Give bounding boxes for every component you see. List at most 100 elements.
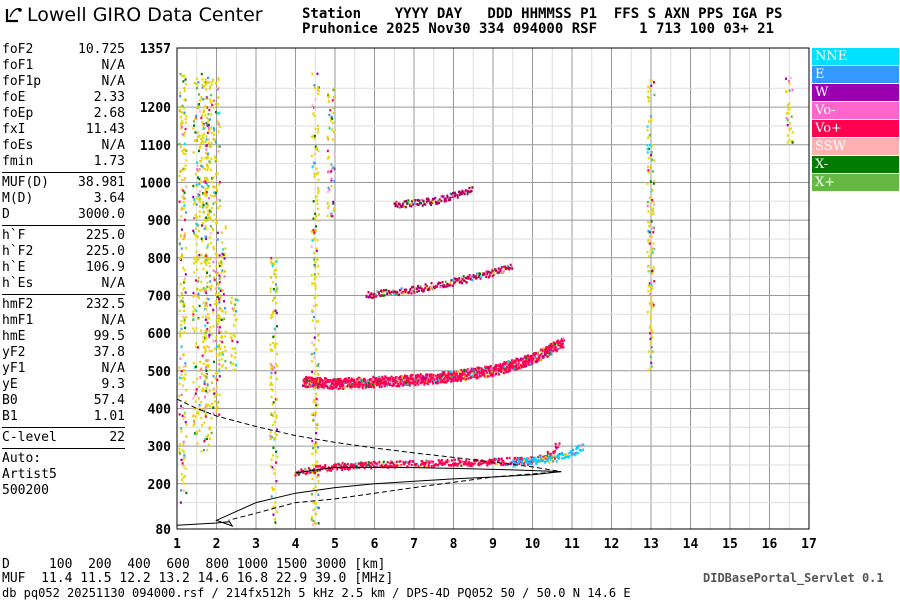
trace-point — [442, 380, 445, 383]
clutter-point — [202, 186, 205, 189]
trace-point — [381, 294, 384, 297]
clutter-point — [182, 107, 185, 110]
trace-point — [470, 462, 473, 465]
trace-point — [470, 376, 473, 380]
trace-point — [378, 375, 381, 379]
trace-point — [431, 201, 434, 205]
clutter-point — [274, 501, 277, 504]
clutter-point — [193, 200, 196, 204]
trace-point — [358, 381, 361, 384]
trace-point — [346, 467, 349, 471]
trace-point — [441, 281, 444, 284]
trace-point — [504, 364, 507, 367]
x-tick-label: 11 — [564, 537, 580, 552]
clutter-point — [275, 414, 278, 418]
trace-point — [536, 460, 539, 463]
clutter-point — [214, 141, 217, 144]
trace-point — [478, 463, 481, 466]
clutter-point — [215, 158, 218, 162]
trace-point — [500, 271, 503, 274]
clutter-point — [202, 127, 205, 130]
clutter-point — [315, 449, 318, 453]
trace-point — [354, 462, 357, 465]
trace-point — [473, 367, 476, 371]
clutter-point — [314, 414, 317, 417]
clutter-point — [211, 227, 214, 230]
clutter-point — [270, 381, 273, 385]
trace-point — [521, 458, 524, 461]
trace-point — [411, 380, 414, 383]
trace-point — [461, 459, 464, 462]
trace-point — [546, 450, 549, 454]
trace-point — [451, 194, 454, 197]
trace-point — [396, 201, 399, 204]
clutter-point — [204, 415, 207, 418]
clutter-point — [269, 434, 272, 438]
trace-point — [390, 379, 393, 383]
clutter-point — [649, 340, 652, 344]
trace-point — [355, 380, 358, 384]
trace-point — [482, 368, 485, 372]
trace-point — [518, 459, 521, 462]
clutter-point — [315, 146, 318, 150]
trace-point — [467, 460, 470, 464]
trace-point — [387, 289, 390, 293]
param-row-hme: hmE 99.5 — [2, 329, 125, 345]
clutter-point — [647, 100, 650, 103]
clutter-point — [185, 491, 188, 495]
clutter-point — [215, 302, 218, 306]
clutter-point — [316, 199, 319, 202]
clutter-point — [330, 163, 333, 166]
clutter-point — [207, 209, 210, 213]
clutter-point — [650, 295, 653, 298]
trace-point — [522, 365, 525, 368]
clutter-point — [233, 334, 236, 338]
trace-point — [428, 287, 431, 291]
trace-point — [528, 462, 531, 465]
trace-point — [296, 471, 299, 475]
trace-point — [372, 384, 375, 387]
clutter-point — [331, 99, 334, 102]
clutter-point — [329, 116, 332, 120]
clutter-point — [209, 303, 212, 307]
trace-point — [400, 287, 403, 290]
clutter-point — [198, 429, 201, 432]
clutter-point — [200, 368, 203, 371]
clutter-point — [273, 505, 276, 509]
trace-point — [524, 458, 527, 461]
x-tick-label: 3 — [252, 537, 260, 552]
clutter-point — [316, 258, 319, 261]
clutter-point — [202, 408, 205, 412]
clutter-point — [194, 117, 197, 121]
trace-point — [370, 385, 373, 388]
clutter-point — [206, 124, 209, 127]
trace-point — [408, 291, 411, 294]
trace-point — [427, 378, 430, 381]
clutter-point — [314, 172, 317, 176]
clutter-point — [184, 246, 187, 250]
trace-point — [339, 386, 342, 390]
clutter-point — [200, 156, 203, 160]
clutter-point — [223, 257, 226, 260]
trace-point — [564, 455, 567, 459]
clutter-point — [202, 180, 205, 184]
trace-point — [392, 462, 395, 465]
trace-point — [334, 380, 337, 383]
clutter-point — [205, 252, 208, 256]
trace-point — [398, 293, 401, 297]
clutter-point — [650, 119, 653, 123]
y-tick-label: 80 — [155, 523, 171, 538]
clutter-point — [204, 187, 207, 191]
param-row-fxi: fxI 11.43 — [2, 122, 125, 138]
trace-point — [540, 457, 543, 460]
trace-point — [490, 367, 493, 370]
trace-point — [460, 368, 463, 372]
clutter-point — [221, 318, 224, 322]
trace-point — [403, 462, 406, 465]
trace-point — [462, 279, 465, 282]
clutter-point — [211, 381, 214, 384]
clutter-point — [205, 148, 208, 151]
clutter-point — [271, 366, 274, 369]
trace-point — [363, 378, 366, 381]
clutter-point — [650, 84, 653, 87]
